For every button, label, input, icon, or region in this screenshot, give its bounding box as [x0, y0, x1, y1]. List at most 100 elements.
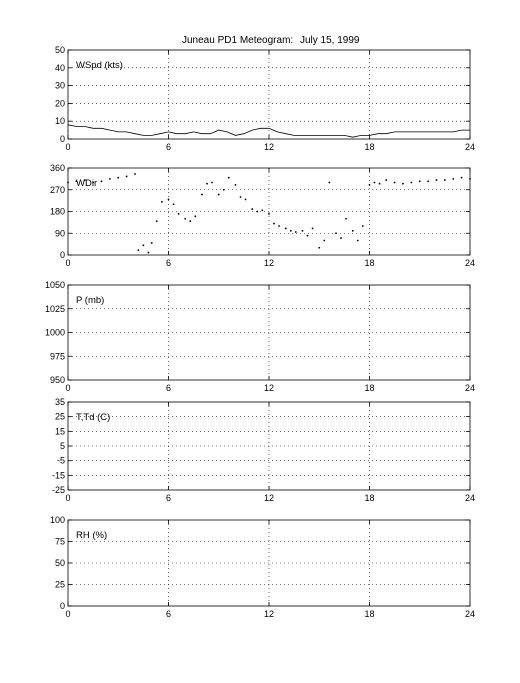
y-tick-label: 90	[55, 228, 65, 238]
data-point	[460, 176, 463, 179]
data-point	[83, 179, 86, 181]
x-tick-label: 24	[465, 142, 475, 152]
data-point	[368, 184, 371, 186]
data-point	[278, 225, 280, 227]
x-tick-label: 12	[264, 383, 274, 393]
x-tick-label: 24	[465, 609, 475, 619]
y-tick-label: 25	[55, 412, 65, 422]
data-point	[134, 173, 136, 175]
x-tick-label: 6	[166, 383, 171, 393]
data-point	[256, 210, 259, 213]
data-point	[311, 227, 314, 230]
data-point	[435, 179, 438, 181]
data-point	[294, 231, 297, 233]
y-tick-label: 1025	[45, 304, 65, 314]
data-point	[306, 234, 309, 237]
y-tick-label: -15	[52, 470, 65, 480]
data-point	[92, 181, 95, 184]
x-tick-label: 0	[65, 493, 70, 503]
x-tick-label: 6	[166, 258, 171, 268]
data-point	[284, 227, 287, 230]
panel-label: RH (%)	[76, 530, 107, 541]
panel-label: WDir	[76, 178, 97, 189]
y-tick-label: 30	[55, 81, 65, 91]
y-tick-label: 15	[55, 426, 65, 436]
data-point	[206, 182, 208, 185]
x-tick-label: 0	[65, 609, 70, 619]
y-tick-label: 20	[55, 98, 65, 108]
panel-1: 0 10 20 30 40 50 0 6 12 18 24 WSpd (kts)	[55, 45, 475, 152]
y-tick-label: 1050	[45, 280, 65, 290]
series-line	[67, 124, 470, 138]
panel-4: -25 -15 -5 5 15 25 35 0 6 12 18 24 T,Td (C)	[52, 397, 475, 503]
panel-2: 0 90 180 270 360 0 6 12 18 24 WDir	[50, 163, 475, 268]
x-tick-label: 18	[364, 383, 374, 393]
data-point	[268, 213, 270, 215]
y-tick-label: 40	[55, 63, 65, 73]
y-tick-label: 25	[55, 580, 65, 590]
data-point	[301, 229, 304, 232]
x-tick-label: 24	[465, 258, 475, 268]
x-tick-label: 12	[264, 609, 274, 619]
data-point	[117, 176, 120, 179]
data-point	[345, 217, 347, 220]
data-point	[410, 181, 413, 184]
x-tick-label: 18	[364, 609, 374, 619]
data-point	[167, 198, 170, 201]
x-tick-label: 0	[65, 142, 70, 152]
y-tick-label: 270	[50, 185, 65, 195]
y-tick-label: 950	[50, 375, 65, 385]
y-tick-label: 975	[50, 351, 65, 361]
data-point	[323, 239, 326, 242]
y-tick-label: 1000	[45, 328, 65, 338]
y-tick-label: 50	[55, 558, 65, 568]
data-point	[356, 239, 359, 242]
x-tick-label: 18	[364, 493, 374, 503]
y-tick-label: -25	[52, 485, 65, 495]
data-point	[335, 232, 337, 235]
data-point	[469, 177, 471, 180]
data-point	[361, 225, 364, 227]
data-point	[239, 196, 242, 198]
y-tick-label: 0	[60, 134, 65, 144]
chart-date: July 15, 1999	[300, 35, 360, 46]
data-point	[142, 244, 145, 247]
y-tick-label: 10	[55, 116, 65, 126]
data-point	[67, 181, 69, 184]
data-point	[418, 180, 421, 183]
data-point	[150, 242, 153, 244]
x-tick-label: 18	[364, 142, 374, 152]
data-point	[234, 184, 237, 186]
data-point	[194, 215, 197, 218]
data-point	[351, 229, 354, 232]
data-point	[217, 193, 220, 196]
data-point	[155, 220, 158, 223]
data-point	[108, 177, 111, 180]
data-point	[172, 203, 175, 206]
data-point	[137, 249, 140, 252]
y-tick-label: 0	[60, 601, 65, 611]
y-tick-label: 100	[50, 515, 65, 525]
y-tick-label: 5	[60, 441, 65, 451]
data-point	[244, 198, 247, 201]
panel-label: WSpd (kts)	[76, 60, 123, 71]
panel-label: P (mb)	[76, 295, 104, 306]
data-point	[201, 193, 203, 196]
panel-label: T,Td (C)	[76, 412, 110, 423]
data-point	[184, 217, 187, 220]
data-point	[340, 237, 342, 239]
x-tick-label: 18	[364, 258, 374, 268]
data-point	[125, 175, 128, 178]
data-point	[373, 181, 376, 184]
data-point	[160, 200, 163, 203]
data-point	[318, 246, 321, 249]
x-tick-label: 0	[65, 383, 70, 393]
chart-title: Juneau PD1 Meteogram:	[182, 35, 293, 46]
data-point	[227, 176, 230, 179]
x-tick-label: 12	[264, 493, 274, 503]
data-point	[427, 180, 430, 183]
y-tick-label: 50	[55, 45, 65, 55]
data-point	[328, 181, 331, 184]
